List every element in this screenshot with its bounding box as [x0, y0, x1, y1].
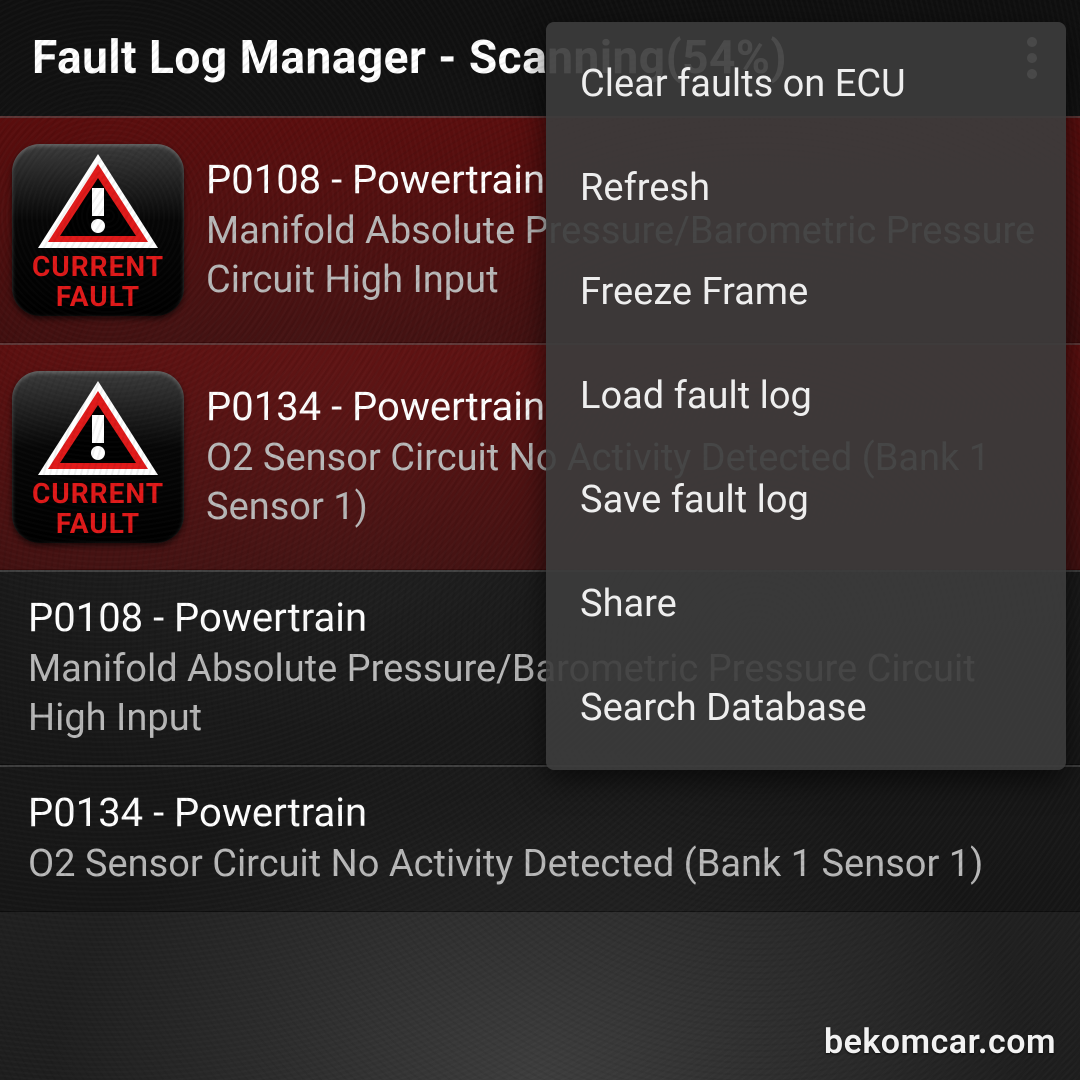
fault-row[interactable]: P0134 - Powertrain O2 Sensor Circuit No … [0, 765, 1080, 912]
fault-icon-label: CURRENT FAULT [32, 252, 164, 312]
fault-code: P0134 - Powertrain [28, 789, 1062, 836]
menu-item-load-fault-log[interactable]: Load fault log [546, 344, 1066, 448]
menu-item-freeze-frame[interactable]: Freeze Frame [546, 240, 1066, 344]
warning-triangle-icon [32, 148, 164, 256]
menu-item-refresh[interactable]: Refresh [546, 136, 1066, 240]
overflow-menu: Clear faults on ECU Refresh Freeze Frame… [546, 22, 1066, 770]
current-fault-icon: CURRENT FAULT [8, 367, 188, 547]
menu-item-search-database[interactable]: Search Database [546, 656, 1066, 760]
fault-description: O2 Sensor Circuit No Activity Detected (… [28, 840, 1062, 889]
current-fault-icon: CURRENT FAULT [8, 140, 188, 320]
fault-icon-label: CURRENT FAULT [32, 479, 164, 539]
menu-item-share[interactable]: Share [546, 552, 1066, 656]
watermark: bekomcar.com [824, 1022, 1056, 1062]
menu-item-clear-faults[interactable]: Clear faults on ECU [546, 32, 1066, 136]
fault-icon-label-line1: CURRENT [32, 479, 164, 509]
menu-item-save-fault-log[interactable]: Save fault log [546, 448, 1066, 552]
fault-icon-label-line1: CURRENT [32, 252, 164, 282]
warning-triangle-icon [32, 375, 164, 483]
fault-icon-label-line2: FAULT [32, 509, 164, 539]
fault-icon-label-line2: FAULT [32, 282, 164, 312]
fault-row-text: P0134 - Powertrain O2 Sensor Circuit No … [28, 789, 1062, 889]
